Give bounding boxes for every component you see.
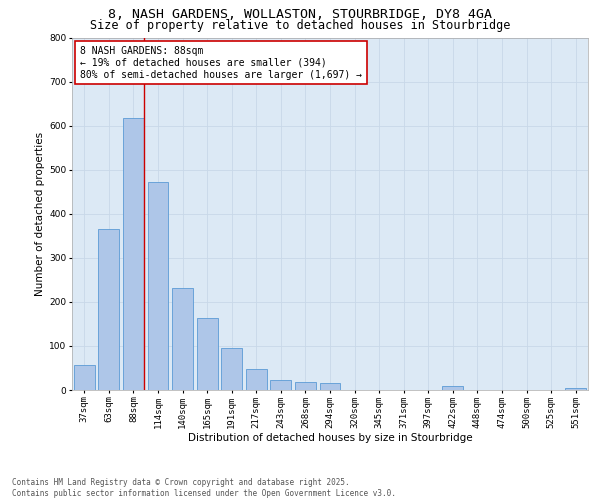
Text: Contains HM Land Registry data © Crown copyright and database right 2025.
Contai: Contains HM Land Registry data © Crown c… <box>12 478 396 498</box>
Bar <box>98 229 119 390</box>
Text: 8, NASH GARDENS, WOLLASTON, STOURBRIDGE, DY8 4GA: 8, NASH GARDENS, WOLLASTON, STOURBRIDGE,… <box>108 8 492 20</box>
Y-axis label: Number of detached properties: Number of detached properties <box>35 132 45 296</box>
Bar <box>197 318 218 390</box>
Text: 8 NASH GARDENS: 88sqm
← 19% of detached houses are smaller (394)
80% of semi-det: 8 NASH GARDENS: 88sqm ← 19% of detached … <box>80 46 362 80</box>
Bar <box>221 348 242 390</box>
Bar <box>442 386 463 390</box>
X-axis label: Distribution of detached houses by size in Stourbridge: Distribution of detached houses by size … <box>188 434 472 444</box>
Bar <box>74 365 95 390</box>
Bar <box>123 118 144 390</box>
Bar <box>172 288 193 390</box>
Bar <box>148 182 169 390</box>
Bar <box>320 384 340 390</box>
Text: Size of property relative to detached houses in Stourbridge: Size of property relative to detached ho… <box>90 18 510 32</box>
Bar <box>271 380 292 390</box>
Bar <box>295 382 316 390</box>
Bar <box>565 388 586 390</box>
Bar <box>246 370 267 390</box>
